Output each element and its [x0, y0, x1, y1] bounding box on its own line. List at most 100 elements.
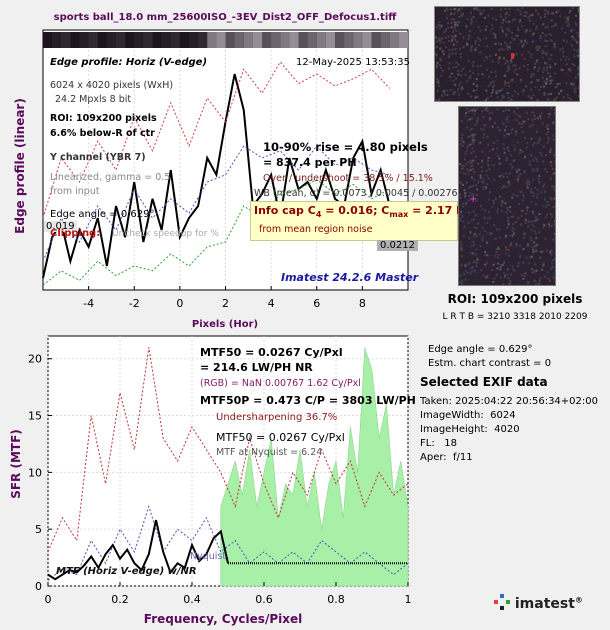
noise-pixel: [511, 128, 514, 131]
noise-pixel: [466, 168, 469, 171]
edge-strip-bar: [125, 32, 135, 48]
noise-pixel: [459, 193, 461, 196]
noise-pixel: [470, 236, 473, 239]
noise-pixel: [462, 68, 465, 70]
overshoot-text: Over / undershoot = 38.5% / 15.1%: [263, 173, 433, 184]
noise-pixel: [535, 61, 538, 64]
noise-pixel: [503, 147, 506, 150]
noise-pixel: [469, 165, 472, 168]
noise-pixel: [517, 92, 520, 95]
noise-pixel: [507, 222, 510, 225]
noise-pixel: [561, 69, 564, 71]
noise-pixel: [471, 21, 473, 23]
noise-pixel: [523, 202, 526, 205]
noise-pixel: [532, 248, 535, 251]
noise-pixel: [501, 30, 504, 33]
noise-pixel: [439, 39, 442, 41]
noise-pixel: [571, 29, 574, 32]
noise-pixel: [495, 153, 497, 156]
noise-pixel: [472, 89, 475, 92]
noise-pixel: [452, 88, 455, 91]
noise-pixel: [488, 112, 491, 115]
noise-pixel: [533, 142, 536, 145]
noise-pixel: [578, 9, 579, 12]
noise-pixel: [573, 64, 576, 67]
noise-pixel: [518, 39, 521, 41]
noise-pixel: [550, 54, 553, 57]
noise-pixel: [487, 164, 490, 167]
noise-pixel: [446, 17, 448, 20]
noise-pixel: [472, 193, 475, 196]
below-ctr: 6.6% below-R of ctr: [50, 128, 155, 139]
noise-pixel: [532, 159, 535, 162]
noise-pixel: [548, 113, 551, 115]
noise-pixel: [576, 54, 579, 57]
noise-pixel: [537, 69, 540, 72]
noise-pixel: [490, 164, 493, 167]
noise-pixel: [575, 14, 577, 17]
noise-pixel: [485, 273, 488, 276]
noise-pixel: [520, 39, 522, 42]
noise-pixel: [522, 277, 525, 280]
noise-pixel: [544, 216, 547, 219]
noise-pixel: [455, 29, 458, 32]
noise-pixel: [491, 269, 494, 272]
noise-pixel: [517, 34, 519, 37]
noise-pixel: [461, 183, 464, 186]
noise-pixel: [479, 196, 482, 199]
noise-pixel: [548, 39, 551, 42]
noise-pixel: [530, 81, 533, 84]
noise-pixel: [496, 211, 499, 214]
noise-pixel: [500, 26, 503, 29]
noise-pixel: [546, 271, 549, 274]
noise-pixel: [524, 221, 527, 224]
noise-pixel: [435, 65, 438, 68]
edge-strip-bar: [307, 32, 317, 48]
noise-pixel: [536, 188, 539, 191]
noise-pixel: [486, 241, 489, 244]
noise-pixel: [451, 39, 454, 42]
noise-pixel: [459, 217, 462, 220]
noise-pixel: [501, 88, 504, 91]
noise-pixel: [504, 202, 507, 205]
noise-pixel: [535, 79, 538, 81]
noise-pixel: [467, 18, 470, 21]
noise-pixel: [507, 277, 510, 280]
noise-pixel: [574, 76, 577, 79]
noise-pixel: [547, 72, 550, 75]
noise-pixel: [513, 110, 516, 113]
noise-pixel: [505, 248, 508, 251]
noise-pixel: [494, 75, 497, 78]
noise-pixel: [437, 79, 440, 82]
noise-pixel: [565, 71, 568, 74]
noise-pixel: [487, 22, 490, 25]
noise-pixel: [461, 144, 464, 147]
noise-pixel: [455, 34, 458, 37]
noise-pixel: [472, 150, 475, 153]
noise-pixel: [534, 193, 537, 196]
noise-pixel: [509, 244, 512, 247]
noise-pixel: [480, 206, 483, 209]
noise-pixel: [465, 25, 468, 28]
noise-pixel: [570, 83, 573, 86]
noise-pixel: [467, 199, 470, 202]
noise-pixel: [541, 185, 544, 188]
noise-pixel: [450, 18, 453, 21]
noise-pixel: [485, 37, 488, 40]
noise-pixel: [533, 230, 536, 233]
noise-pixel: [459, 163, 462, 165]
edge-grid: [88, 50, 363, 290]
noise-pixel: [470, 18, 473, 21]
noise-pixel: [553, 99, 556, 101]
noise-pixel: [519, 254, 522, 257]
noise-pixel: [464, 115, 467, 118]
noise-pixel: [508, 99, 511, 101]
noise-pixel: [510, 201, 513, 203]
noise-pixel: [541, 76, 544, 79]
noise-pixel: [545, 78, 548, 80]
noise-pixel: [483, 212, 486, 215]
noise-pixel: [451, 53, 454, 55]
chart-contrast: Estm. chart contrast = 0: [428, 358, 552, 369]
noise-pixel: [440, 25, 443, 28]
noise-pixel: [476, 87, 479, 90]
